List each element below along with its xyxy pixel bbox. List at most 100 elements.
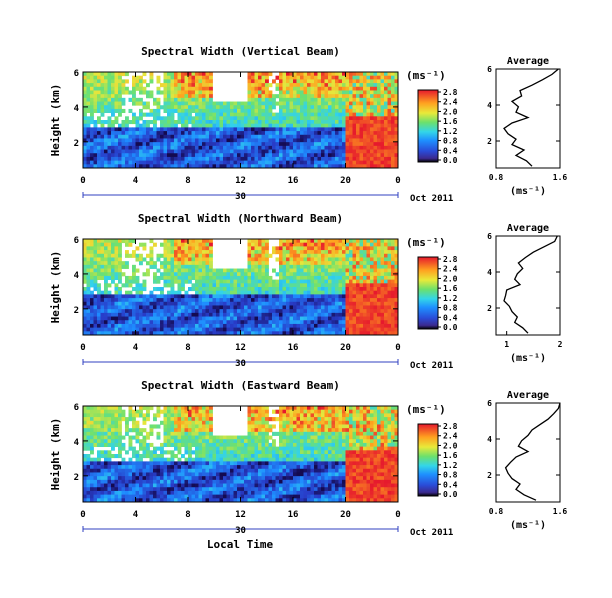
y-tick-label: 6 — [74, 403, 79, 413]
panel-1: Spectral Width (Vertical Beam) 2 4 6 Height … — [49, 45, 567, 204]
x-tick-label: 0 — [80, 343, 85, 353]
colorbar — [417, 256, 439, 330]
x-tick-label: 20 — [340, 343, 351, 353]
x-tick-label: 0 — [395, 176, 400, 186]
colorbar-tick-label: 0.8 — [443, 304, 458, 313]
profile-x-tick-label: 0.8 — [489, 173, 504, 182]
profile-line — [503, 68, 559, 167]
colorbar-tick-label: 0.0 — [443, 490, 458, 499]
y-tick-label: 6 — [74, 236, 79, 246]
colorbar-unit-label: (ms⁻¹) — [406, 403, 446, 416]
profile-title: Average — [507, 390, 549, 401]
colorbar-tick-label: 0.4 — [443, 146, 458, 155]
colorbar — [417, 423, 439, 497]
date-month-label: Oct 2011 — [410, 194, 453, 204]
panel-title: Spectral Width (Eastward Beam) — [141, 379, 340, 392]
colorbar-tick-label: 1.2 — [443, 294, 458, 303]
y-tick-label: 4 — [74, 438, 80, 448]
colorbar-tick-label: 2.0 — [443, 107, 458, 116]
x-axis-label: Local Time — [207, 538, 274, 551]
date-month-label: Oct 2011 — [410, 528, 453, 538]
date-month-label: Oct 2011 — [410, 361, 453, 371]
y-tick-label: 2 — [74, 139, 79, 149]
panel-3: Spectral Width (Eastward Beam) 2 4 6 Height … — [49, 379, 567, 538]
colorbar-tick-label: 1.2 — [443, 127, 458, 136]
profile-y-tick-label: 2 — [487, 137, 492, 146]
profile-line — [504, 402, 561, 501]
colorbar-tick-label: 1.6 — [443, 284, 458, 293]
profile-y-tick-label: 6 — [487, 399, 492, 408]
date-day-label: 30 — [235, 359, 246, 369]
colorbar-tick-label: 0.0 — [443, 156, 458, 165]
profile-x-label: (ms⁻¹) — [510, 353, 546, 364]
y-tick-label: 6 — [74, 69, 79, 79]
x-tick-label: 16 — [288, 510, 299, 520]
colorbar-tick-label: 2.4 — [443, 265, 458, 274]
profile-line — [503, 235, 558, 334]
colorbar-tick-label: 2.4 — [443, 432, 458, 441]
colorbar-tick-label: 0.8 — [443, 137, 458, 146]
profile-x-tick-label: 0.8 — [489, 507, 504, 516]
colorbar-tick-label: 2.0 — [443, 274, 458, 283]
x-tick-label: 20 — [340, 510, 351, 520]
profile-x-tick-label: 1 — [504, 340, 509, 349]
profile-x-label: (ms⁻¹) — [510, 186, 546, 197]
colorbar-tick-label: 0.4 — [443, 313, 458, 322]
y-tick-label: 4 — [74, 104, 80, 114]
panel-title: Spectral Width (Northward Beam) — [138, 212, 343, 225]
x-tick-label: 16 — [288, 343, 299, 353]
x-tick-label: 8 — [185, 176, 190, 186]
x-tick-label: 4 — [133, 343, 139, 353]
heatmap-cells — [83, 72, 399, 169]
x-tick-label: 16 — [288, 176, 299, 186]
colorbar-unit-label: (ms⁻¹) — [406, 69, 446, 82]
colorbar — [417, 89, 439, 163]
y-axis-label: Height (km) — [49, 418, 62, 491]
colorbar-tick-label: 0.8 — [443, 471, 458, 480]
profile-frame — [495, 235, 561, 336]
profile-x-tick-label: 1.6 — [553, 507, 568, 516]
colorbar-tick-label: 2.4 — [443, 98, 458, 107]
x-tick-label: 20 — [340, 176, 351, 186]
profile-y-tick-label: 4 — [487, 268, 492, 277]
date-day-label: 30 — [235, 192, 246, 202]
y-tick-label: 2 — [74, 306, 79, 316]
x-tick-label: 8 — [185, 343, 190, 353]
panel-title: Spectral Width (Vertical Beam) — [141, 45, 340, 58]
colorbar-tick-label: 1.6 — [443, 117, 458, 126]
profile-x-tick-label: 2 — [558, 340, 563, 349]
heatmap-cells — [83, 406, 399, 503]
y-axis-label: Height (km) — [49, 251, 62, 324]
x-tick-label: 0 — [395, 343, 400, 353]
profile-y-tick-label: 4 — [487, 101, 492, 110]
profile-title: Average — [507, 223, 549, 234]
profile-y-tick-label: 6 — [487, 65, 492, 74]
x-tick-label: 0 — [80, 510, 85, 520]
profile-x-label: (ms⁻¹) — [510, 520, 546, 531]
x-tick-label: 12 — [235, 176, 246, 186]
colorbar-tick-label: 2.0 — [443, 441, 458, 450]
colorbar-tick-label: 2.8 — [443, 255, 458, 264]
profile-y-tick-label: 2 — [487, 471, 492, 480]
profile-y-tick-label: 2 — [487, 304, 492, 313]
panel-2: Spectral Width (Northward Beam) 2 4 6 Height… — [49, 212, 563, 371]
colorbar-tick-label: 2.8 — [443, 422, 458, 431]
profile-frame — [495, 68, 561, 169]
x-tick-label: 0 — [395, 510, 400, 520]
x-tick-label: 4 — [133, 176, 139, 186]
x-tick-label: 12 — [235, 510, 246, 520]
colorbar-tick-label: 1.6 — [443, 451, 458, 460]
y-axis-label: Height (km) — [49, 84, 62, 157]
colorbar-tick-label: 2.8 — [443, 88, 458, 97]
profile-y-tick-label: 4 — [487, 435, 492, 444]
colorbar-unit-label: (ms⁻¹) — [406, 236, 446, 249]
colorbar-tick-label: 0.0 — [443, 323, 458, 332]
heatmap-cells — [83, 239, 399, 336]
profile-x-tick-label: 1.6 — [553, 173, 568, 182]
profile-title: Average — [507, 56, 549, 67]
colorbar-tick-label: 1.2 — [443, 461, 458, 470]
x-tick-label: 0 — [80, 176, 85, 186]
x-tick-label: 4 — [133, 510, 139, 520]
profile-y-tick-label: 6 — [487, 232, 492, 241]
